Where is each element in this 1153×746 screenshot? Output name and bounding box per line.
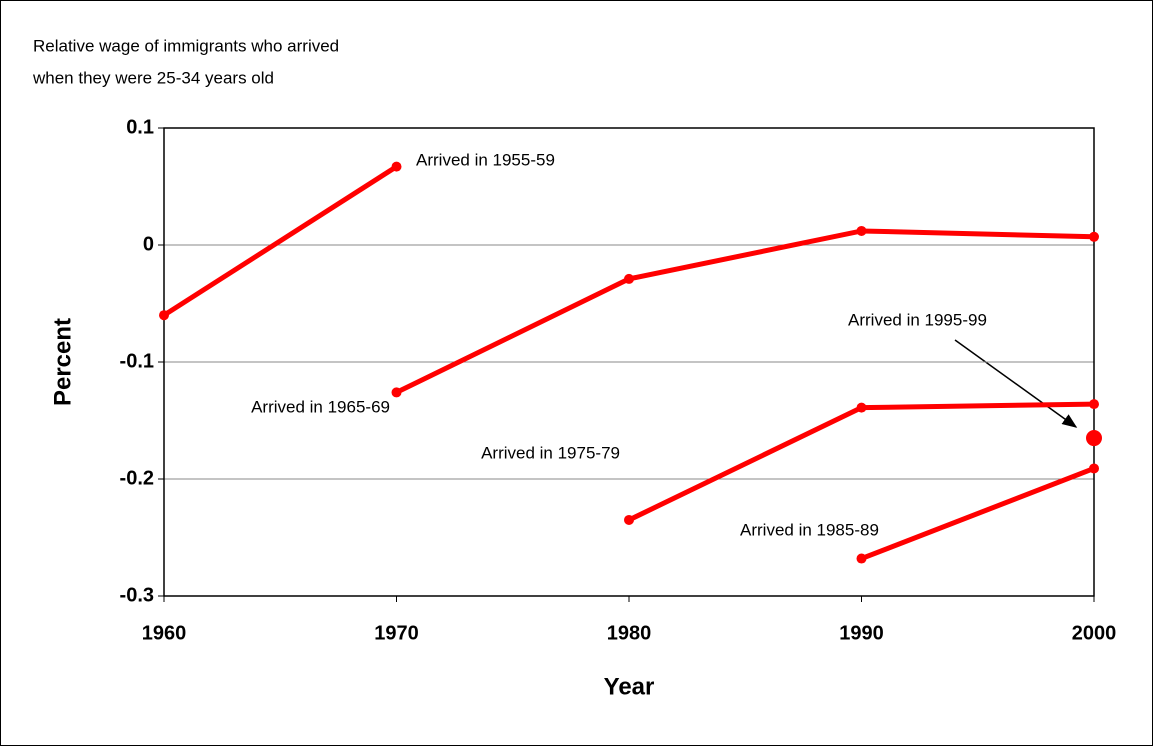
y-tick-label: 0.1 xyxy=(126,116,154,138)
y-axis-title: Percent xyxy=(49,318,76,406)
data-point xyxy=(624,514,634,525)
data-point xyxy=(1086,430,1102,447)
x-tick-label: 1980 xyxy=(607,622,652,644)
series-label: Arrived in 1985-89 xyxy=(740,520,879,539)
annotation-arrow xyxy=(954,339,1078,428)
data-point xyxy=(391,387,402,398)
series-label: Arrived in 1955-59 xyxy=(416,150,555,169)
y-tick-label: -0.3 xyxy=(120,584,154,606)
y-tick-label: -0.2 xyxy=(120,467,154,489)
series-label: Arrived in 1995-99 xyxy=(848,310,987,329)
x-tick-label: 1970 xyxy=(374,622,419,644)
series-line xyxy=(162,164,398,318)
x-axis-title: Year xyxy=(604,673,655,700)
chart-title: Relative wage of immigrants who arrived xyxy=(33,36,339,55)
data-point xyxy=(856,553,867,564)
x-tick-label: 1960 xyxy=(142,622,187,644)
series-label: Arrived in 1975-79 xyxy=(481,443,620,462)
data-point xyxy=(1089,463,1099,474)
data-point xyxy=(856,225,867,236)
plot-frame xyxy=(163,127,1095,597)
chart-title: when they were 25-34 years old xyxy=(32,68,274,87)
data-point xyxy=(1089,399,1099,410)
series-label: Arrived in 1965-69 xyxy=(251,397,390,416)
x-tick-label: 1990 xyxy=(839,622,884,644)
x-tick-label: 2000 xyxy=(1072,622,1117,644)
data-point xyxy=(391,161,402,172)
y-tick-label: -0.1 xyxy=(120,350,154,372)
series-line xyxy=(860,466,1095,561)
data-point xyxy=(856,402,867,413)
data-point xyxy=(1089,231,1099,242)
y-tick-label: 0 xyxy=(143,233,154,255)
series-line xyxy=(395,228,1095,395)
data-point xyxy=(159,310,169,321)
data-point xyxy=(624,273,634,284)
